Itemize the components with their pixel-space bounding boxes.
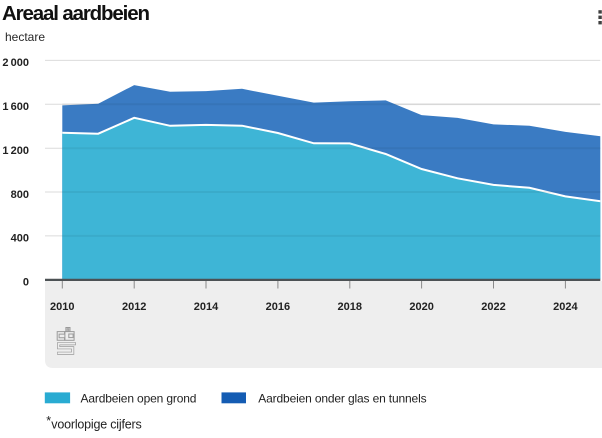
svg-text:Aardbeien open grond: Aardbeien open grond bbox=[81, 391, 197, 405]
svg-text:2012: 2012 bbox=[122, 301, 146, 313]
svg-text:800: 800 bbox=[11, 189, 29, 201]
svg-text:2 000: 2 000 bbox=[2, 57, 29, 69]
svg-text:0: 0 bbox=[23, 277, 29, 289]
svg-text:*: * bbox=[46, 414, 51, 428]
svg-text:2020: 2020 bbox=[409, 301, 433, 313]
svg-text:2022: 2022 bbox=[481, 301, 505, 313]
svg-text:2016: 2016 bbox=[266, 301, 290, 313]
svg-text:1 200: 1 200 bbox=[2, 145, 29, 157]
svg-text:Aardbeien onder glas en tunnel: Aardbeien onder glas en tunnels bbox=[258, 391, 426, 405]
svg-text:voorlopige cijfers: voorlopige cijfers bbox=[51, 418, 141, 432]
svg-text:1 600: 1 600 bbox=[2, 101, 29, 113]
svg-text:400: 400 bbox=[11, 233, 29, 245]
svg-text:2024: 2024 bbox=[553, 301, 578, 313]
svg-text:2010: 2010 bbox=[50, 301, 74, 313]
svg-text:2018: 2018 bbox=[338, 301, 362, 313]
svg-text:2014: 2014 bbox=[194, 301, 219, 313]
